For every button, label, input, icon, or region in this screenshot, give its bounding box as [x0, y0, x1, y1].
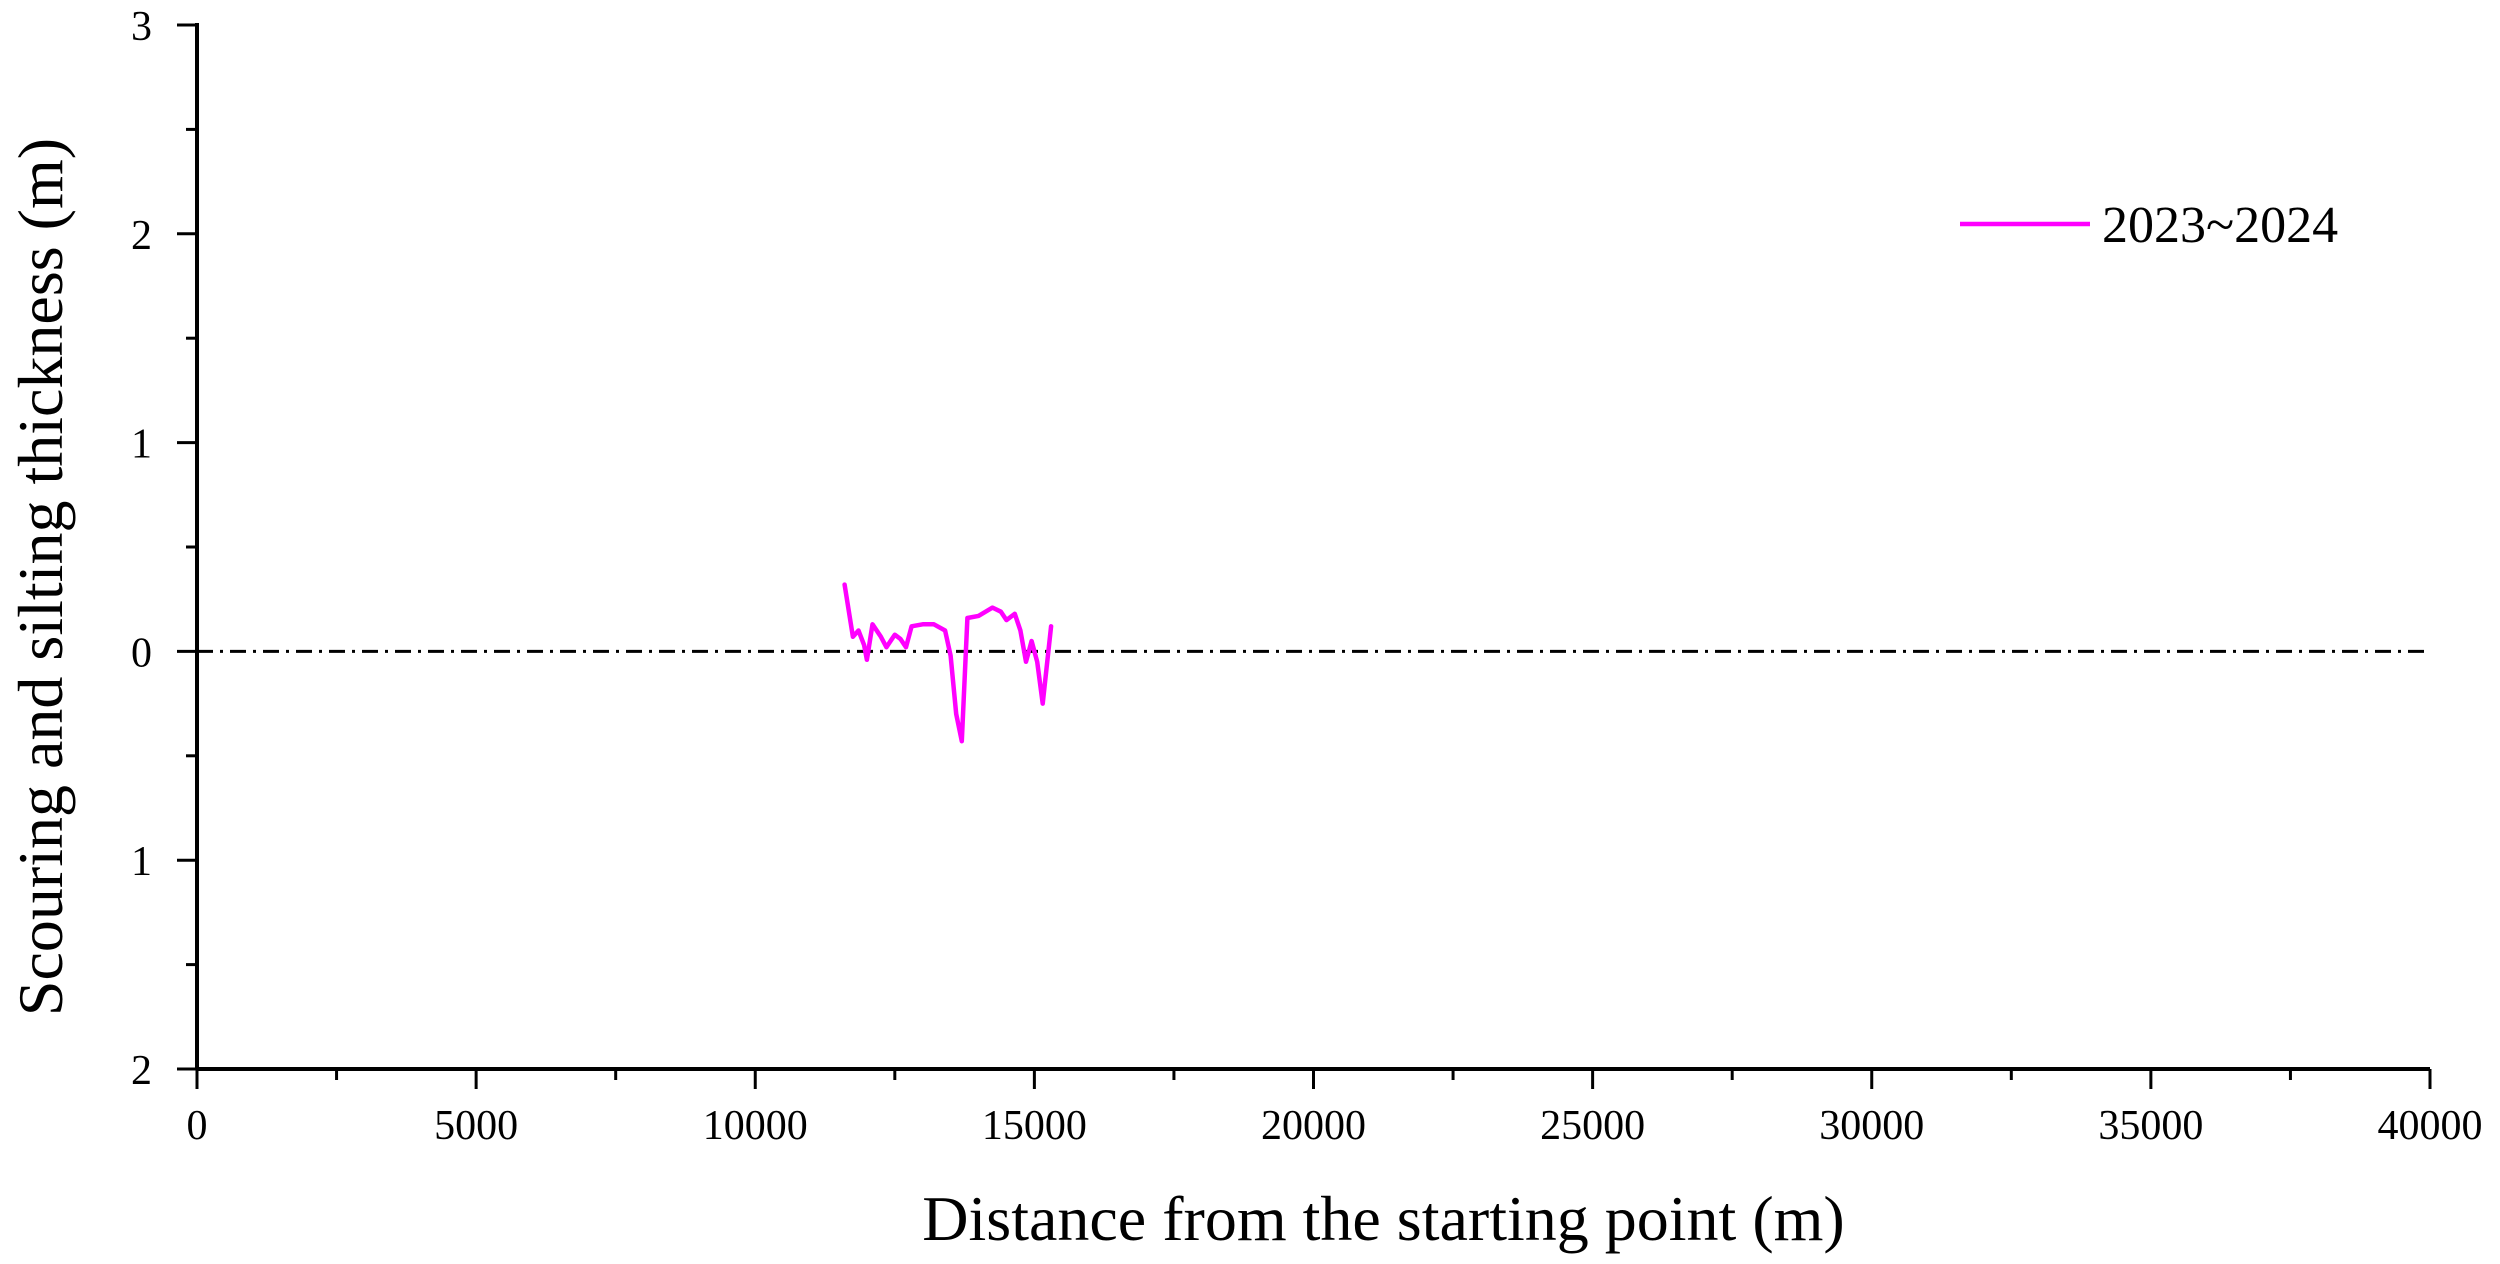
- y-tick-label: 1: [131, 422, 152, 468]
- y-tick-label: 2: [131, 1048, 152, 1094]
- y-axis-title: Scouring and silting thickness (m): [5, 138, 76, 1016]
- legend-label: 2023~2024: [2102, 197, 2338, 254]
- x-tick-label: 20000: [1261, 1103, 1366, 1149]
- y-tick-label: 0: [131, 630, 152, 676]
- x-tick-label: 30000: [1819, 1103, 1924, 1149]
- x-tick-label: 40000: [2378, 1103, 2483, 1149]
- x-tick-label: 0: [187, 1103, 208, 1149]
- y-tick-label: 2: [131, 213, 152, 259]
- tick-labels: 0 5000 10000 15000 20000 25000 30000 35000 40000…: [131, 4, 2483, 1149]
- x-tick-label: 5000: [434, 1103, 518, 1149]
- x-tick-label: 25000: [1540, 1103, 1645, 1149]
- x-tick-label: 15000: [982, 1103, 1087, 1149]
- series-line: [842, 582, 1054, 744]
- x-axis-title: Distance from the starting point (m): [922, 1183, 1844, 1254]
- legend: 2023~2024: [1960, 197, 2338, 254]
- y-tick-label: 3: [131, 4, 152, 50]
- x-tick-label: 10000: [703, 1103, 808, 1149]
- axes: [177, 23, 2432, 1089]
- y-tick-label: 1: [131, 839, 152, 885]
- series-layer: [842, 582, 1054, 744]
- x-tick-label: 35000: [2098, 1103, 2203, 1149]
